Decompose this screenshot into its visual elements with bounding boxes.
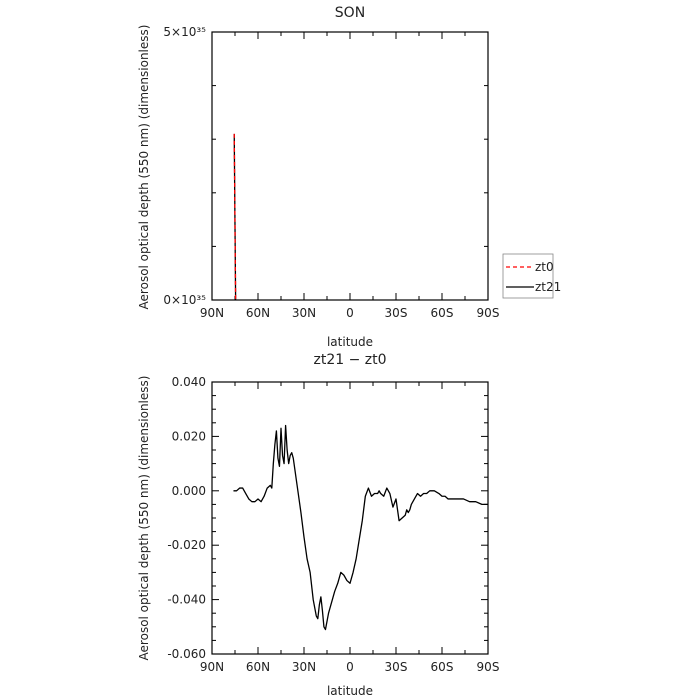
tick-marks xyxy=(211,381,489,655)
chart-title: SON xyxy=(335,5,365,21)
tick-marks xyxy=(211,31,489,301)
y-tick-label: 0×10³⁵ xyxy=(163,293,206,307)
plot-frame xyxy=(211,31,489,301)
x-tick-label: 30S xyxy=(385,306,408,320)
legend-label-zt0: zt0 xyxy=(535,260,554,274)
panel-top: SON Aerosol optical depth (550 nm) (dime… xyxy=(137,5,499,349)
plot-lines xyxy=(233,133,237,301)
x-tick-labels: 90N 60N 30N 0 30S 60S 90S xyxy=(200,660,500,674)
x-tick-label: 30N xyxy=(292,306,316,320)
y-tick-label: 0.040 xyxy=(172,375,206,389)
x-tick-label: 90S xyxy=(477,660,500,674)
plot-frame xyxy=(211,381,489,655)
x-tick-label: 60S xyxy=(431,660,454,674)
x-tick-label: 60N xyxy=(246,660,270,674)
y-tick-label: -0.060 xyxy=(167,647,206,661)
legend-box xyxy=(502,253,554,299)
chart-title: zt21 − zt0 xyxy=(313,352,386,368)
x-tick-label: 30S xyxy=(385,660,408,674)
x-tick-label: 90S xyxy=(477,306,500,320)
series-line-zt21 xyxy=(233,133,237,301)
y-tick-label: 5×10³⁵ xyxy=(163,25,206,39)
y-tick-labels: 0×10³⁵ 5×10³⁵ xyxy=(163,25,206,307)
plot-lines xyxy=(233,424,488,631)
y-tick-label: -0.020 xyxy=(167,538,206,552)
x-tick-label: 90N xyxy=(200,306,224,320)
panel-bottom: zt21 − zt0 Aerosol optical depth (550 nm… xyxy=(137,352,499,698)
y-tick-label: 0.020 xyxy=(172,429,206,443)
x-tick-label: 60S xyxy=(431,306,454,320)
x-axis-label: latitude xyxy=(327,684,373,698)
x-tick-label: 90N xyxy=(200,660,224,674)
legend-label-zt21: zt21 xyxy=(535,280,561,294)
y-tick-labels: 0.040 0.020 0.000 -0.020 -0.040 -0.060 xyxy=(167,375,206,661)
x-tick-label: 0 xyxy=(346,306,354,320)
y-axis-label: Aerosol optical depth (550 nm) (dimensio… xyxy=(137,376,151,661)
y-tick-label: 0.000 xyxy=(172,484,206,498)
y-axis-label: Aerosol optical depth (550 nm) (dimensio… xyxy=(137,25,151,310)
x-axis-label: latitude xyxy=(327,335,373,349)
x-tick-label: 0 xyxy=(346,660,354,674)
x-tick-label: 60N xyxy=(246,306,270,320)
x-tick-labels: 90N 60N 30N 0 30S 60S 90S xyxy=(200,306,500,320)
x-tick-label: 30N xyxy=(292,660,316,674)
legend: zt0 zt21 xyxy=(502,253,561,299)
y-tick-label: -0.040 xyxy=(167,593,206,607)
series-line-difference xyxy=(233,424,488,631)
